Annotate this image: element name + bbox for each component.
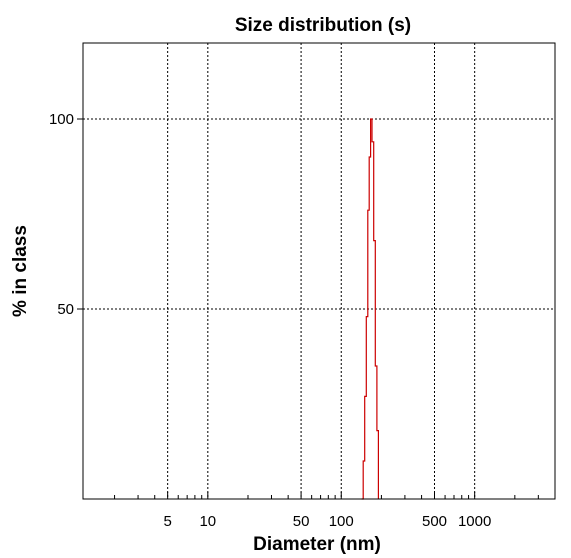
x-axis-label: Diameter (nm): [253, 534, 381, 555]
chart-title: Size distribution (s): [235, 15, 411, 36]
distribution-line: [361, 118, 379, 500]
grid-lines: [83, 43, 555, 499]
x-tick-label: 100: [329, 513, 354, 530]
x-tick-label: 5: [163, 513, 171, 530]
x-tick-label: 50: [293, 513, 310, 530]
x-tick-label: 10: [199, 513, 216, 530]
axis-ticks: [77, 118, 556, 499]
plot-frame: [82, 42, 556, 500]
tick-labels: 5 10 50 100 500 1000 50 100: [49, 111, 491, 530]
y-tick-label: 100: [49, 111, 74, 128]
y-tick-label: 50: [57, 301, 74, 318]
data-series: [361, 118, 379, 500]
y-axis-label: % in class: [10, 225, 31, 317]
x-tick-label: 500: [422, 513, 447, 530]
x-tick-label: 1000: [458, 513, 491, 530]
